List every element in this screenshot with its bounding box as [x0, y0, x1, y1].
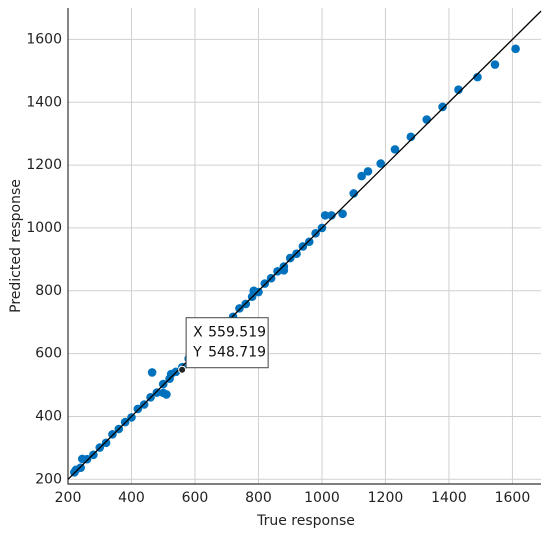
y-tick-label: 1600	[26, 31, 62, 47]
x-tick-label: 1600	[495, 490, 531, 506]
data-point	[320, 211, 330, 220]
data-point	[490, 60, 500, 69]
x-axis-label: True response	[256, 513, 355, 529]
data-point	[311, 228, 320, 238]
data-point	[406, 132, 416, 142]
data-point	[133, 404, 143, 414]
y-tick-label: 200	[35, 471, 62, 487]
data-point	[158, 388, 168, 398]
data-point	[127, 413, 136, 422]
data-point	[166, 369, 176, 379]
data-point	[260, 279, 270, 288]
x-tick-label: 1200	[368, 490, 404, 506]
data-point	[249, 286, 259, 296]
data-point	[71, 465, 81, 475]
data-point	[285, 253, 295, 263]
data-point	[390, 145, 400, 154]
x-tick-label: 400	[118, 490, 145, 506]
data-point	[158, 379, 168, 389]
y-tick-label: 800	[35, 283, 62, 299]
y-tick-label: 600	[35, 346, 62, 362]
x-tick-label: 1000	[304, 490, 340, 506]
data-point	[235, 304, 244, 313]
data-point	[147, 368, 157, 377]
data-point	[327, 211, 336, 220]
datatip-x-value: 559.519	[208, 325, 266, 341]
data-point	[304, 237, 314, 247]
data-point	[279, 266, 289, 275]
axis-box	[67, 8, 541, 485]
data-point	[108, 430, 117, 439]
data-point	[152, 388, 162, 397]
datatip-y-value: 548.719	[208, 345, 266, 361]
data-point	[363, 167, 373, 176]
reference-line	[67, 10, 542, 480]
data-point	[357, 171, 366, 181]
data-point	[349, 189, 359, 198]
data-point	[376, 159, 385, 168]
data-point	[438, 102, 447, 112]
x-tick-label: 600	[182, 490, 209, 506]
y-tick-label: 1200	[26, 157, 62, 173]
datatip-box	[185, 317, 269, 369]
y-tick-label: 1000	[26, 220, 62, 236]
x-tick-label: 800	[245, 490, 272, 506]
data-point	[77, 454, 87, 464]
datatip-x-name: X	[193, 325, 203, 341]
data-point	[101, 438, 111, 448]
datatip-y-name: Y	[192, 345, 202, 361]
data-point	[473, 72, 482, 82]
data-point	[422, 115, 432, 124]
x-tick-label: 200	[55, 490, 82, 506]
datatip-point	[178, 365, 187, 374]
y-axis-label: Predicted response	[8, 179, 24, 313]
datatip: X 559.519 Y 548.719	[178, 317, 269, 374]
data-point	[338, 209, 347, 219]
y-tick-label: 1400	[26, 94, 62, 110]
y-tick-label: 400	[35, 408, 62, 424]
data-point	[511, 44, 520, 54]
data-point	[454, 85, 463, 94]
x-tick-label: 1400	[431, 490, 467, 506]
